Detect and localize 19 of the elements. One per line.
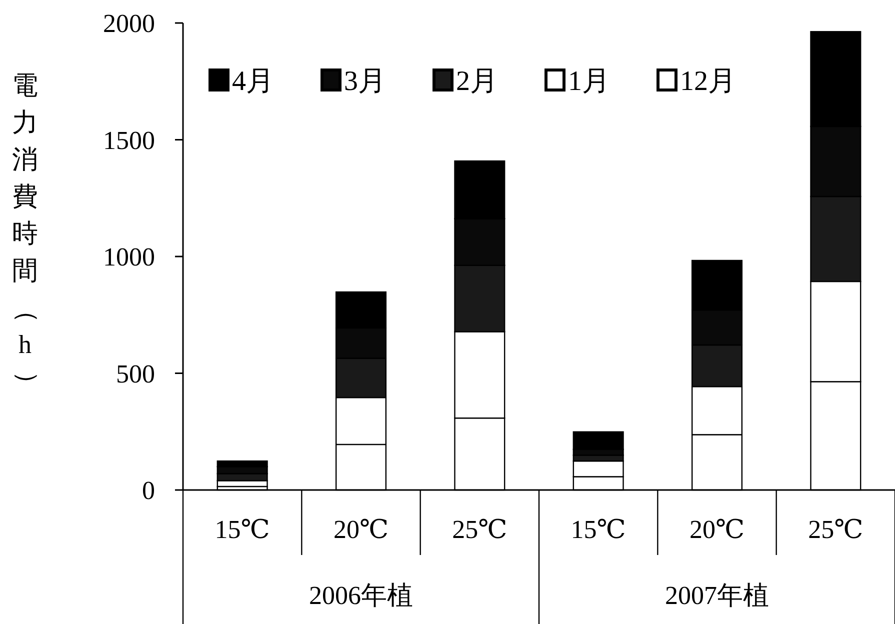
x-tick-label: 15℃ xyxy=(214,515,270,544)
y-tick-label: 1000 xyxy=(103,242,155,272)
x-tick-label: 15℃ xyxy=(570,515,626,544)
x-tick-label: 25℃ xyxy=(452,515,508,544)
x-tick-label: 25℃ xyxy=(808,515,864,544)
legend-label: 2月 xyxy=(456,66,498,97)
y-tick-label: 500 xyxy=(116,359,155,388)
x-tick-label: 20℃ xyxy=(333,515,389,544)
y-tick-label: 1500 xyxy=(103,126,155,155)
y-tick-label: 2000 xyxy=(103,9,155,38)
legend-label: 4月 xyxy=(232,66,274,97)
x-tick-label: 20℃ xyxy=(689,515,745,544)
legend-label: 3月 xyxy=(344,66,386,97)
legend-label: 12月 xyxy=(680,66,736,97)
legend-label: 1月 xyxy=(568,66,610,97)
y-tick-label: 0 xyxy=(142,476,155,506)
text: 2007年植 xyxy=(665,581,769,610)
text: 電力消費時間（h） xyxy=(12,70,42,397)
text: 2006年植 xyxy=(309,581,413,610)
